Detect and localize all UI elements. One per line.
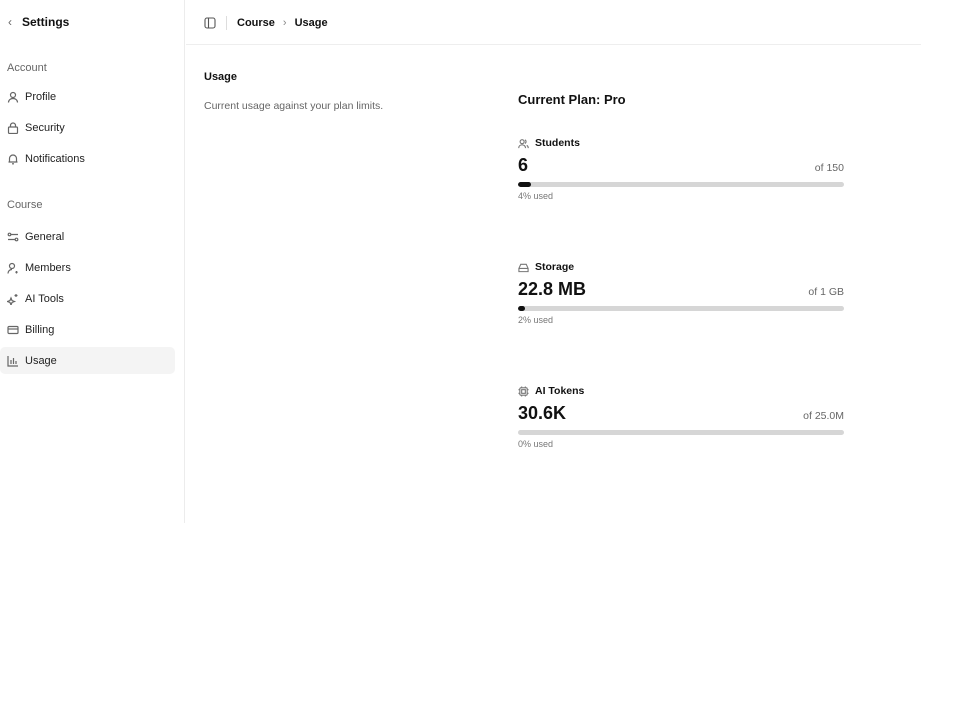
back-to-settings-button[interactable]: ‹ Settings [8, 15, 69, 29]
lock-icon [7, 121, 19, 134]
metric-value: 6 [518, 155, 529, 175]
metric-limit: of 1 GB [808, 286, 844, 298]
bar-chart-icon [7, 355, 18, 367]
sparkles-icon [7, 293, 18, 305]
sidebar: ‹ Settings Account Profile Security Noti… [0, 0, 185, 523]
sidebar-item-label: Billing [25, 323, 55, 336]
breadcrumb-course[interactable]: Course [237, 17, 275, 29]
metric-students: Students 6 of 150 4% used [518, 137, 844, 201]
metric-storage: Storage 22.8 MB of 1 GB 2% used [518, 261, 844, 325]
user-plus-icon [7, 262, 18, 274]
hard-drive-icon [518, 263, 529, 272]
sidebar-item-label: Members [25, 261, 71, 274]
progress-fill [518, 306, 525, 311]
credit-card-icon [7, 325, 19, 334]
progress-bar [518, 182, 844, 187]
sidebar-item-members[interactable]: Members [0, 254, 175, 281]
user-icon [7, 91, 19, 103]
metric-label: Storage [535, 261, 575, 273]
metric-value: 30.6K [518, 403, 567, 423]
metric-label: Students [535, 137, 580, 149]
metric-value: 22.8 MB [518, 279, 587, 299]
percent-used: 0% used [518, 439, 554, 449]
sliders-icon [7, 232, 19, 241]
sidebar-item-general[interactable]: General [0, 223, 175, 250]
divider [226, 16, 227, 30]
breadcrumb: Course › Usage [204, 16, 328, 30]
percent-used: 4% used [518, 191, 554, 201]
header-bar [186, 0, 921, 45]
section-label-account: Account [7, 62, 47, 74]
metric-ai-tokens: AI Tokens 30.6K of 25.0M 0% used [518, 385, 844, 449]
percent-used: 2% used [518, 315, 554, 325]
sidebar-item-label: Notifications [25, 152, 85, 165]
chevron-right-icon: › [282, 17, 287, 29]
bell-icon [8, 153, 18, 164]
sidebar-item-notifications[interactable]: Notifications [0, 145, 175, 172]
current-plan-label: Current Plan: Pro [518, 92, 626, 107]
section-label-course: Course [7, 199, 43, 211]
sidebar-item-label: Security [25, 121, 65, 134]
cpu-icon [518, 385, 529, 397]
sidebar-item-label: Usage [25, 354, 57, 367]
sidebar-item-usage[interactable]: Usage [0, 347, 175, 374]
sidebar-item-label: Profile [25, 90, 57, 103]
users-icon [518, 138, 529, 148]
sidebar-item-ai-tools[interactable]: AI Tools [0, 285, 175, 312]
page-description: Current usage against your plan limits. [204, 100, 384, 112]
metric-limit: of 25.0M [803, 410, 844, 422]
sidebar-item-billing[interactable]: Billing [0, 316, 175, 343]
sidebar-item-profile[interactable]: Profile [0, 83, 175, 110]
sidebar-item-label: General [25, 230, 65, 243]
progress-fill [518, 182, 532, 187]
progress-bar [518, 306, 844, 311]
back-label: Settings [22, 15, 70, 29]
sidebar-item-security[interactable]: Security [0, 114, 175, 141]
metric-label: AI Tokens [535, 385, 585, 397]
sidebar-toggle-icon[interactable] [204, 17, 216, 29]
progress-bar [518, 430, 844, 435]
page-title: Usage [204, 71, 238, 83]
chevron-left-icon: ‹ [8, 15, 12, 29]
breadcrumb-usage: Usage [294, 17, 328, 29]
metric-limit: of 150 [814, 162, 844, 174]
sidebar-item-label: AI Tools [25, 292, 64, 305]
